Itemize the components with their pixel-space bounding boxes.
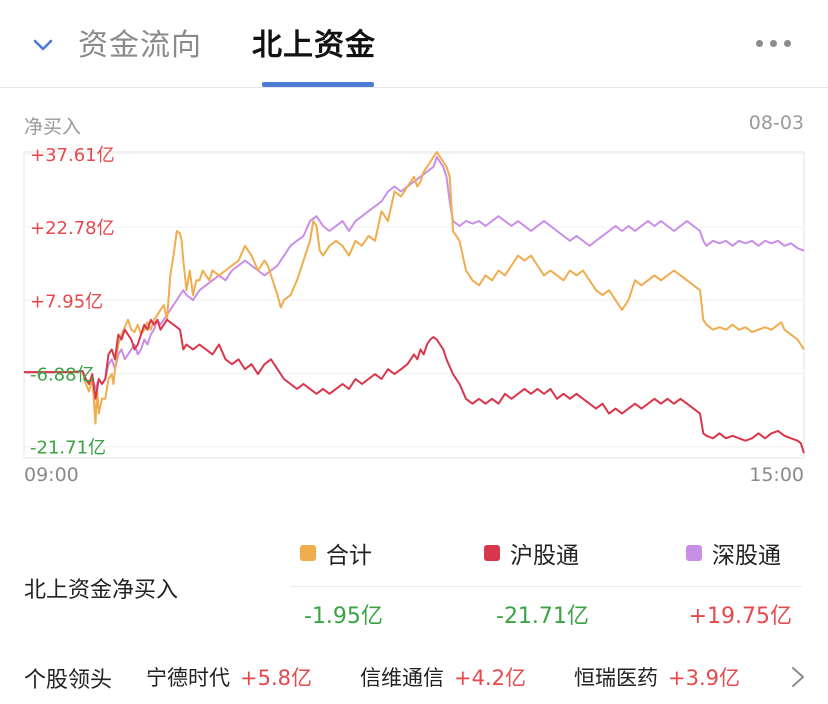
chart-y-title: 净买入 [24, 116, 82, 138]
leader-stock-name: 信维通信 [360, 666, 444, 690]
series-line-shanghai [24, 318, 805, 454]
more-icon[interactable] [756, 40, 792, 50]
x-tick-start: 09:00 [24, 464, 79, 486]
chevron-down-icon[interactable] [32, 34, 54, 56]
legend-total-swatch [300, 545, 316, 561]
leader-stock-amount: +4.2亿 [454, 666, 526, 690]
y-tick-label: +22.78亿 [30, 218, 115, 239]
summary-title: 北上资金净买入 [24, 578, 179, 603]
legend-shanghai-label: 沪股通 [510, 543, 579, 569]
plot-frame [23, 151, 805, 459]
chevron-right-icon[interactable] [790, 666, 806, 688]
northbound-line-chart[interactable]: +37.61亿 +22.78亿 +7.95亿 -6.88亿 -21.71亿 [0, 0, 828, 500]
chart-date: 08-03 [748, 112, 804, 134]
leader-stock-2[interactable]: 信维通信 +4.2亿 [360, 662, 526, 692]
leaders-label: 个股领头 [24, 668, 113, 693]
y-tick-label: -6.88亿 [30, 365, 95, 386]
leader-stock-3[interactable]: 恒瑞医药 +3.9亿 [574, 662, 740, 692]
y-tick-label: -21.71亿 [30, 438, 106, 459]
legend-total-label: 合计 [326, 543, 372, 569]
y-tick-label: +37.61亿 [30, 145, 115, 166]
header-bar: 资金流向 北上资金 [0, 0, 828, 88]
leader-stock-name: 恒瑞医药 [574, 666, 658, 690]
value-shenzhen: +19.75亿 [688, 604, 792, 629]
legend-shanghai-swatch [484, 545, 500, 561]
tab-fund-flow[interactable]: 资金流向 [78, 28, 202, 63]
tab-northbound[interactable]: 北上资金 [252, 28, 376, 63]
legend-total: 合计 [300, 536, 372, 570]
series-line-shenzhen [24, 155, 805, 390]
leader-stock-amount: +5.8亿 [240, 666, 312, 690]
series-line-total [24, 151, 805, 425]
value-total: -1.95亿 [304, 604, 383, 629]
legend-shenzhen: 深股通 [686, 536, 781, 570]
leader-stock-amount: +3.9亿 [668, 666, 740, 690]
x-tick-end: 15:00 [749, 464, 804, 486]
y-tick-label: +7.95亿 [30, 291, 103, 312]
legend-shenzhen-label: 深股通 [712, 543, 781, 569]
leader-stock-1[interactable]: 宁德时代 +5.8亿 [146, 662, 312, 692]
summary-divider [290, 586, 802, 587]
legend-shenzhen-swatch [686, 545, 702, 561]
leader-stock-name: 宁德时代 [146, 666, 230, 690]
value-shanghai: -21.71亿 [496, 604, 589, 629]
legend-shanghai: 沪股通 [484, 536, 579, 570]
active-tab-indicator [262, 82, 374, 87]
